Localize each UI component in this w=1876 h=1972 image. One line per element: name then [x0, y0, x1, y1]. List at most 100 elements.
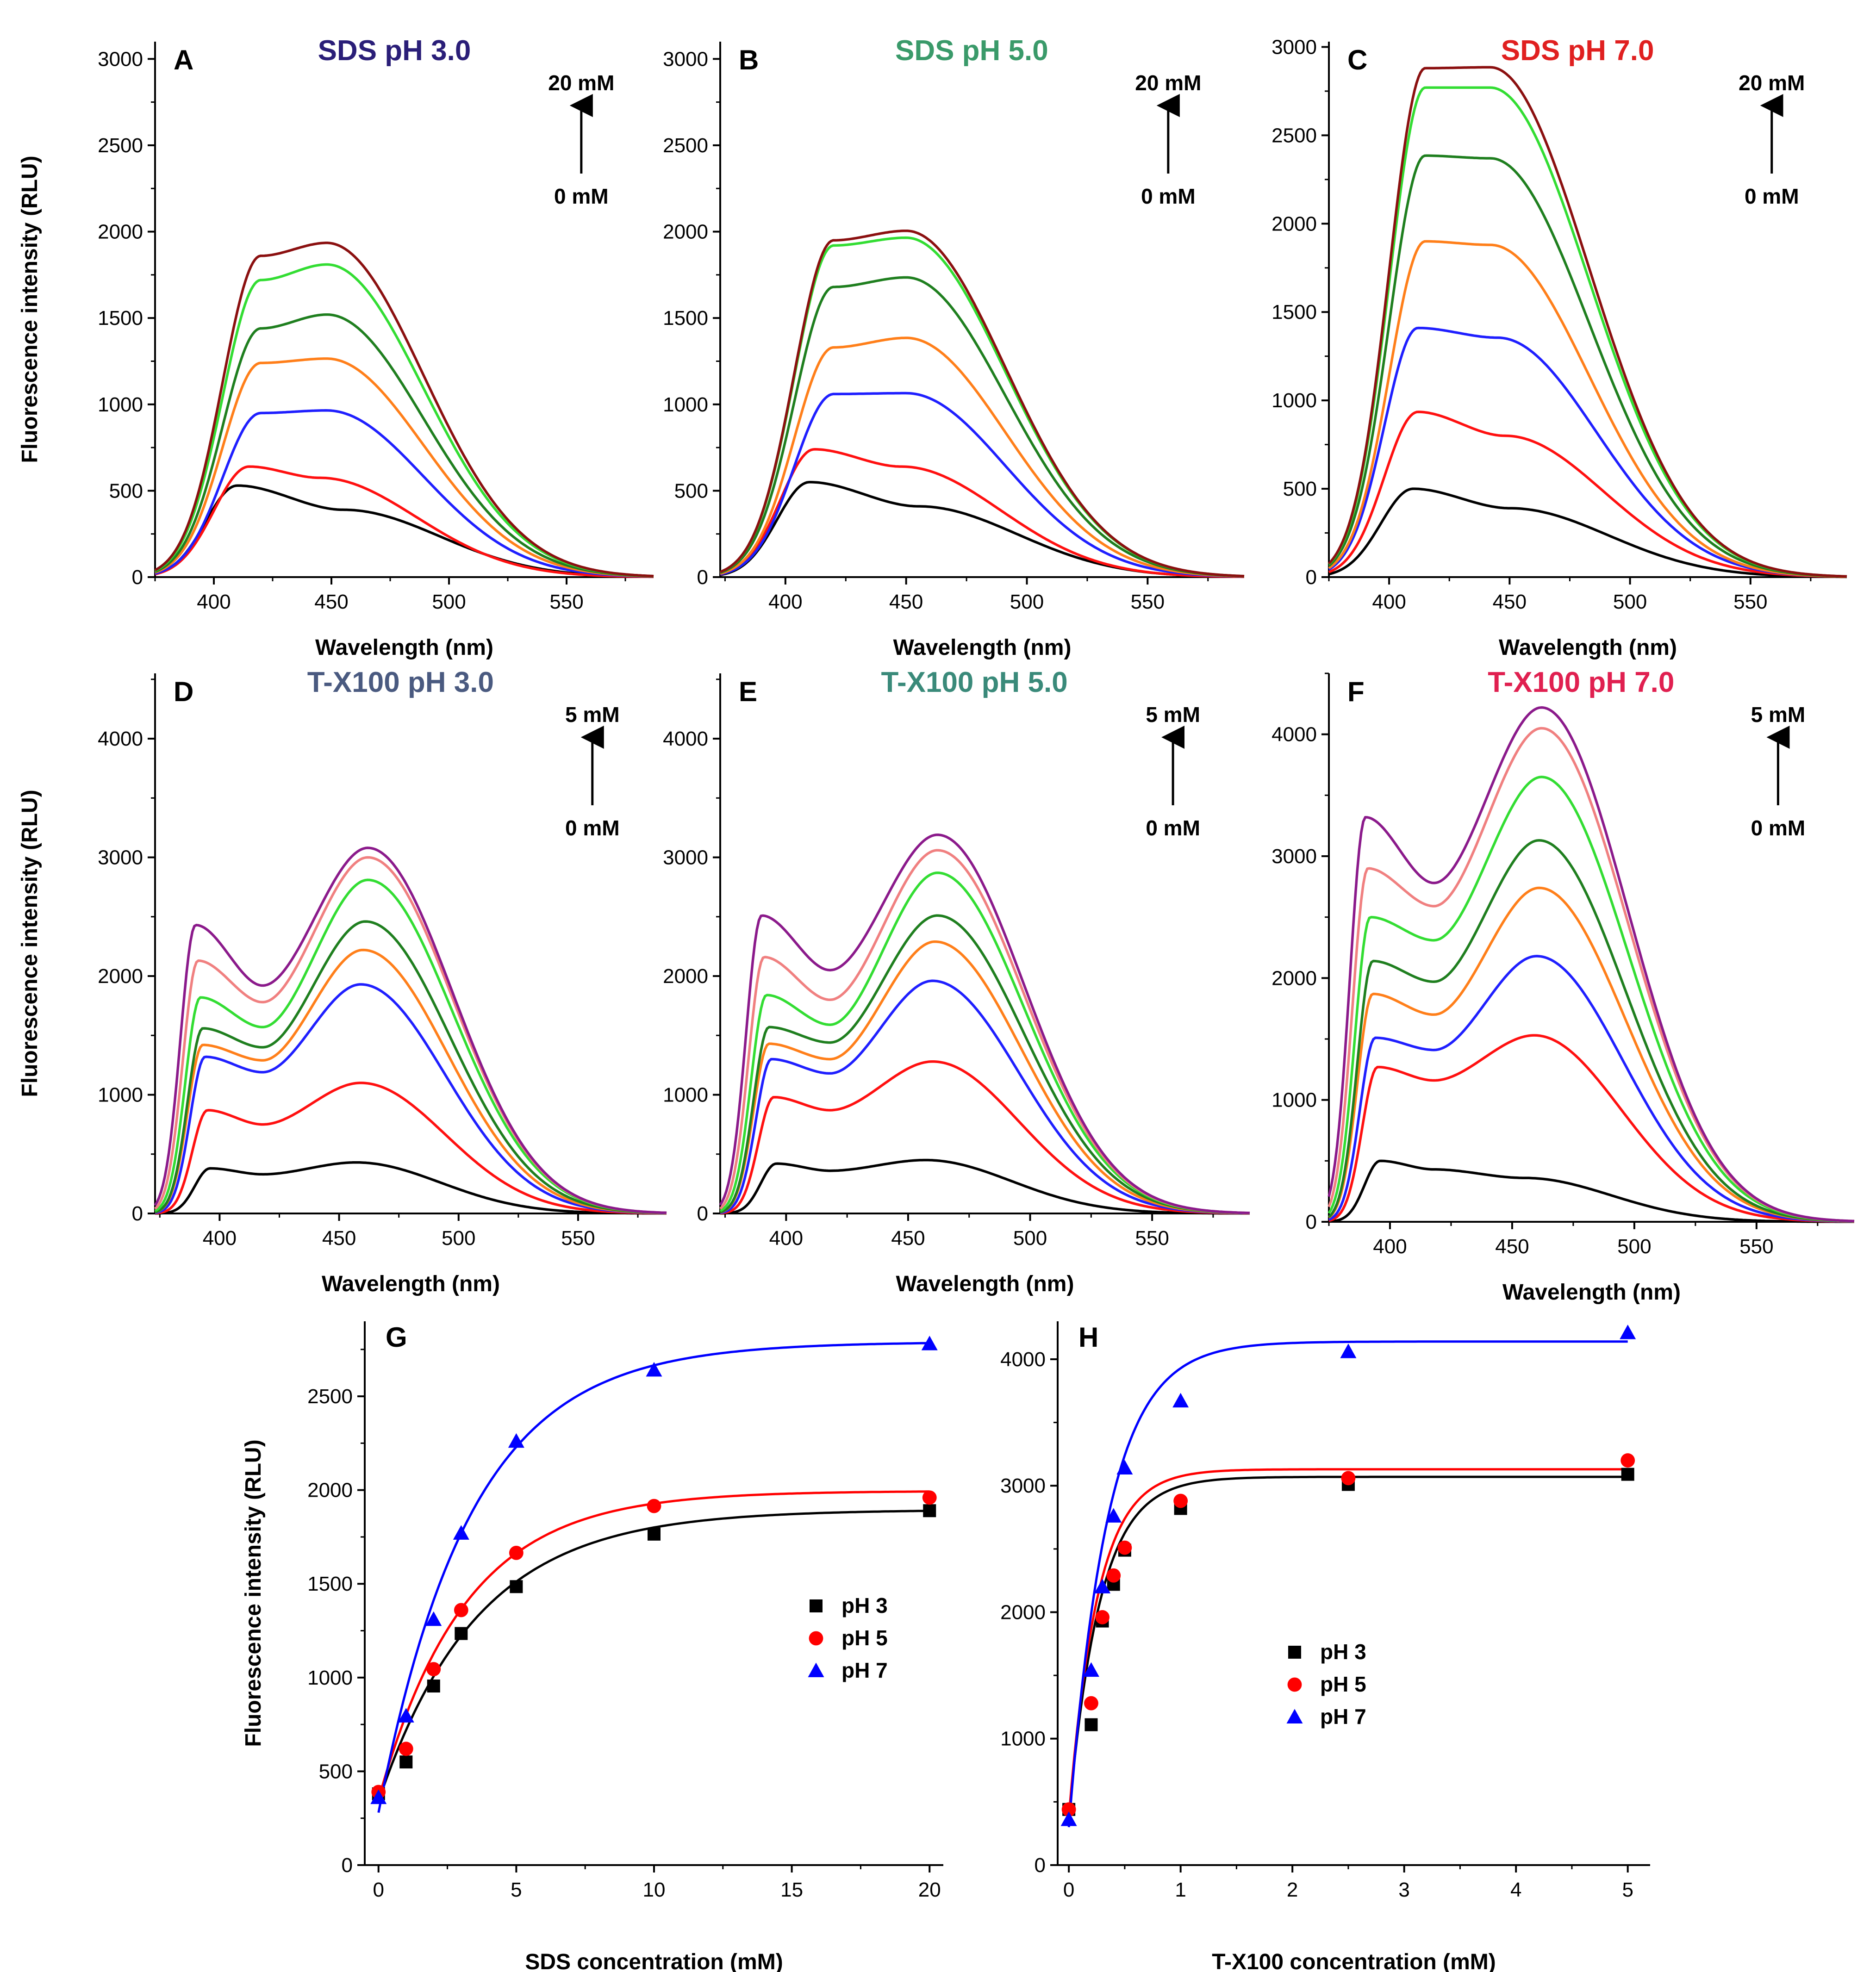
panel-a: 400 450 500 550 0 500 1000 1500 2000 2500 3000 Wave… [18, 35, 654, 660]
x-tick-label: 400 [769, 1227, 803, 1250]
data-point-ph-5 [1061, 1802, 1076, 1817]
y-tick-label: 500 [109, 479, 143, 502]
spectrum-line-6 [719, 849, 1250, 1214]
panel-letter: B [739, 44, 759, 75]
y-tick-label: 0 [697, 566, 708, 589]
y-tick-label: 2000 [98, 965, 143, 988]
spectrum-line-3 [720, 940, 1250, 1214]
y-tick-label: 0 [1306, 1211, 1317, 1233]
x-tick-label: 3 [1398, 1879, 1409, 1901]
y-tick-label: 3000 [663, 846, 708, 869]
arrow-top-label: 20 mM [1739, 71, 1805, 95]
x-tick-label: 400 [1373, 1235, 1407, 1258]
panel-d: 400 450 500 550 0 1000 2000 3000 4000 Wavelength … [18, 666, 667, 1296]
fit-curve-ph-3 [377, 1510, 930, 1802]
x-tick-label: 500 [442, 1227, 475, 1250]
spectrum-line-2 [720, 979, 1250, 1215]
legend-marker [810, 1599, 823, 1612]
legend-marker [1286, 1709, 1303, 1723]
data-point-ph-7 [1116, 1460, 1133, 1474]
legend-label: pH 3 [1320, 1640, 1366, 1664]
x-tick-label: 2 [1287, 1879, 1298, 1901]
x-tick-label: 550 [1733, 591, 1767, 613]
arrow-bottom-label: 0 mM [565, 816, 620, 840]
x-tick-label: 550 [549, 591, 583, 613]
panel-letter: H [1078, 1322, 1098, 1353]
data-point-ph-5 [426, 1662, 441, 1676]
x-tick-label: 550 [1135, 1227, 1169, 1250]
spectrum-line-7 [719, 834, 1250, 1214]
arrow-top-label: 5 mM [1751, 703, 1806, 727]
x-tick-label: 450 [1495, 1235, 1529, 1258]
legend: pH 3 pH 5 pH 7 [808, 1593, 888, 1682]
data-point-ph-3 [923, 1504, 936, 1518]
spectrum-line-5 [1328, 776, 1855, 1223]
y-tick-label: 2000 [1000, 1601, 1046, 1624]
x-tick-label: 5 [511, 1879, 522, 1901]
y-tick-label: 1500 [663, 307, 708, 330]
fit-curve-ph-7 [1067, 1340, 1628, 1828]
data-point-ph-3 [1621, 1468, 1634, 1481]
y-tick-label: 4000 [1271, 723, 1317, 746]
y-tick-label: 2000 [663, 221, 708, 243]
y-tick-label: 1000 [98, 1084, 143, 1107]
x-axis-label: Wavelength (nm) [893, 635, 1072, 660]
panel-h: 0 1 2 3 4 5 0 1000 2000 3000 4000 T-X100 concentrat… [1000, 1321, 1650, 1972]
y-tick-label: 2500 [663, 134, 708, 157]
x-tick-label: 450 [314, 591, 348, 613]
data-point-ph-7 [1340, 1344, 1357, 1358]
y-tick-label: 2000 [663, 965, 708, 988]
panel-title: T-X100 pH 7.0 [1488, 666, 1674, 698]
spectrum-line-2 [1328, 955, 1854, 1223]
spectrum-line-4 [1328, 839, 1855, 1223]
arrow-top-label: 5 mM [565, 703, 620, 727]
data-point-ph-7 [646, 1362, 662, 1377]
x-tick-label: 500 [1617, 1235, 1651, 1258]
spectrum-line-3 [155, 357, 654, 578]
y-tick-label: 4000 [98, 728, 143, 750]
y-tick-label: 1000 [663, 1084, 708, 1107]
spectrum-line-3 [1328, 886, 1855, 1223]
y-tick-label: 500 [674, 479, 708, 502]
panel-letter: A [174, 44, 193, 75]
y-tick-label: 1500 [1271, 301, 1317, 323]
panel-title: SDS pH 7.0 [1501, 35, 1654, 67]
panel-title: T-X100 pH 3.0 [307, 666, 494, 698]
x-tick-label: 400 [768, 591, 802, 613]
data-point-ph-5 [922, 1490, 937, 1505]
x-tick-label: 400 [197, 591, 231, 613]
legend-label: pH 7 [1320, 1705, 1366, 1729]
x-tick-label: 4 [1510, 1879, 1521, 1901]
x-axis-label: SDS concentration (mM) [525, 1950, 783, 1972]
legend-label: pH 5 [1320, 1672, 1366, 1696]
x-axis-label: Wavelength (nm) [315, 635, 493, 660]
spectrum-line-1 [720, 1060, 1250, 1215]
spectrum-line-5 [719, 871, 1250, 1214]
x-tick-label: 500 [1013, 1227, 1047, 1250]
y-tick-label: 1000 [307, 1667, 353, 1689]
x-tick-label: 450 [1493, 591, 1527, 613]
panel-e: 400 450 500 550 0 1000 2000 3000 4000 Wavelength … [663, 666, 1250, 1296]
data-point-ph-7 [370, 1789, 387, 1804]
arrow-bottom-label: 0 mM [1751, 816, 1806, 840]
spectrum-line-7 [154, 846, 667, 1214]
x-tick-label: 500 [1613, 591, 1647, 613]
x-tick-label: 5 [1622, 1879, 1633, 1901]
x-axis-label: Wavelength (nm) [1502, 1280, 1681, 1305]
y-tick-label: 1000 [1000, 1728, 1046, 1750]
legend-label: pH 5 [841, 1626, 888, 1650]
x-tick-label: 550 [561, 1227, 595, 1250]
x-tick-label: 550 [1131, 591, 1165, 613]
y-tick-label: 3000 [1271, 845, 1317, 868]
data-point-ph-5 [647, 1499, 661, 1513]
spectrum-line-6 [154, 242, 654, 578]
spectrum-line-1 [155, 465, 654, 579]
arrow-bottom-label: 0 mM [1146, 816, 1200, 840]
spectrum-line-3 [720, 336, 1245, 578]
y-axis-label: Fluorescence intensity (RLU) [18, 156, 42, 463]
spectrum-line-1 [720, 448, 1244, 579]
y-tick-label: 1000 [1271, 1089, 1317, 1112]
data-point-ph-7 [1060, 1811, 1077, 1826]
arrow-bottom-label: 0 mM [554, 184, 609, 208]
